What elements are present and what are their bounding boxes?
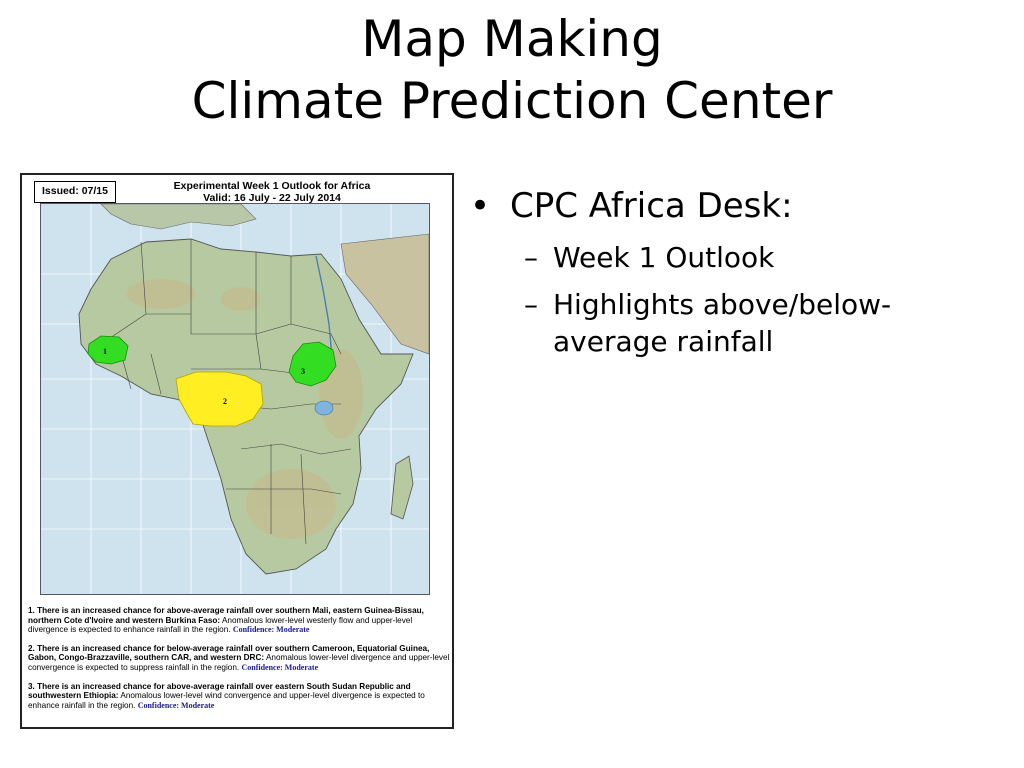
africa-map: 1 2 3 <box>40 203 430 595</box>
outlook-notes: 1. There is an increased chance for abov… <box>28 606 452 719</box>
outlook-map-panel: Issued: 07/15 Experimental Week 1 Outloo… <box>20 173 454 729</box>
bullet-dot-icon: • <box>470 186 491 226</box>
sub-bullet-text: Highlights above/below-average rainfall <box>553 288 892 358</box>
region-1-above-average <box>87 335 129 365</box>
note-2: 2. There is an increased chance for belo… <box>28 644 452 673</box>
map-title-line-1: Experimental Week 1 Outlook for Africa <box>173 180 371 192</box>
slide-title: Map Making Climate Prediction Center <box>0 8 1024 132</box>
sub-bullet-1: – Week 1 Outlook <box>524 239 986 276</box>
dash-icon: – <box>524 288 538 321</box>
note-detail: Anomalous lower-level westerly flow and … <box>28 615 413 635</box>
map-title: Experimental Week 1 Outlook for Africa V… <box>122 180 422 204</box>
note-headline: There is an increased chance for above-a… <box>28 606 424 625</box>
note-detail: Anomalous lower-level divergence and upp… <box>28 653 450 672</box>
note-headline: There is an increased chance for above-a… <box>28 681 411 701</box>
sub-bullet-text: Week 1 Outlook <box>553 241 775 274</box>
note-number: 1. <box>28 606 35 615</box>
note-detail: Anomalous lower-level wind convergence a… <box>28 691 425 710</box>
issued-date-badge: Issued: 07/15 <box>34 181 116 203</box>
note-confidence: Confidence: Moderate <box>137 700 215 710</box>
region-3-label: 3 <box>301 367 305 376</box>
region-2-label: 2 <box>223 397 227 406</box>
region-2-below-average <box>175 371 264 427</box>
bullet-main-text: CPC Africa Desk: <box>510 186 793 226</box>
note-confidence: Confidence: Moderate <box>241 662 319 672</box>
region-1-label: 1 <box>103 347 107 356</box>
nile-river <box>315 255 334 370</box>
note-1: 1. There is an increased chance for abov… <box>28 606 452 635</box>
sub-bullet-2: – Highlights above/below-average rainfal… <box>524 286 986 360</box>
note-number: 2. <box>28 643 35 653</box>
africa-map-svg: 1 2 3 <box>41 204 429 594</box>
dash-icon: – <box>524 241 538 274</box>
arabia-landmass <box>340 233 429 355</box>
title-line-2: Climate Prediction Center <box>191 72 833 130</box>
region-3-above-average <box>288 341 337 387</box>
map-validity-line: Valid: 16 July - 22 July 2014 <box>203 192 341 204</box>
bullet-main: • CPC Africa Desk: <box>466 183 986 229</box>
note-confidence: Confidence: Moderate <box>232 625 310 635</box>
note-number: 3. <box>28 681 35 691</box>
madagascar <box>390 455 414 520</box>
title-line-1: Map Making <box>361 10 663 68</box>
bullet-list: • CPC Africa Desk: – Week 1 Outlook – Hi… <box>466 183 986 360</box>
lake-victoria <box>314 400 334 416</box>
note-headline: There is an increased chance for below-a… <box>28 643 430 663</box>
europe-landmass <box>100 204 257 230</box>
note-3: 3. There is an increased chance for abov… <box>28 682 452 711</box>
terrain <box>126 279 363 539</box>
